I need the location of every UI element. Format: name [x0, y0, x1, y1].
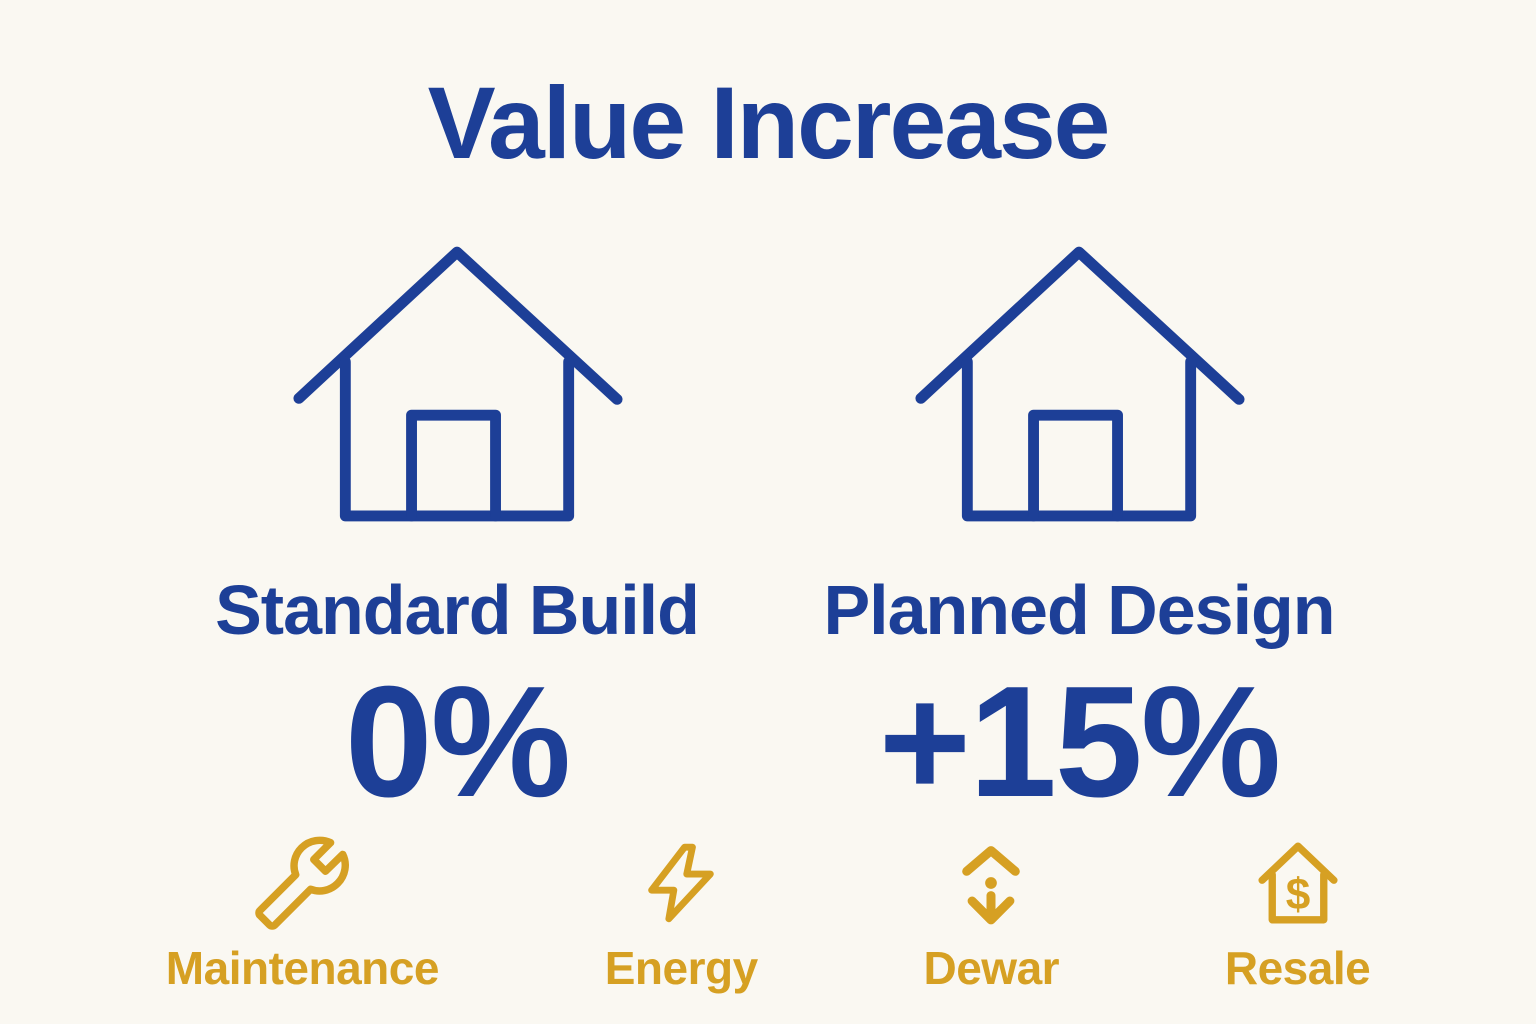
house-dollar-icon: $ — [1252, 837, 1344, 929]
column-label: Planned Design — [823, 571, 1335, 649]
feature-row: Maintenance Energy Dewar — [0, 836, 1536, 994]
feature-label: Energy — [604, 942, 758, 994]
feature-energy: Energy — [605, 837, 758, 991]
up-down-arrow-icon — [946, 837, 1036, 929]
comparison-columns: Standard Build 0% Planned Design +15% — [0, 236, 1536, 821]
column-value: 0% — [344, 654, 571, 830]
lightning-icon — [638, 837, 724, 929]
column-standard-build: Standard Build 0% — [177, 236, 737, 821]
dollar-sign: $ — [1285, 870, 1310, 919]
column-value: +15% — [878, 654, 1282, 830]
feature-dewar: Dewar — [923, 837, 1060, 994]
column-planned-design: Planned Design +15% — [799, 236, 1359, 821]
page-title: Value Increase — [427, 66, 1111, 180]
feature-resale: $ Resale — [1224, 837, 1371, 994]
feature-label: Resale — [1224, 942, 1371, 994]
feature-label: Maintenance — [165, 942, 440, 994]
wrench-icon — [255, 836, 350, 930]
house-icon — [911, 236, 1247, 533]
feature-maintenance: Maintenance — [165, 836, 440, 994]
feature-label: Dewar — [923, 942, 1060, 994]
house-icon — [289, 236, 625, 533]
column-label: Standard Build — [215, 571, 700, 649]
